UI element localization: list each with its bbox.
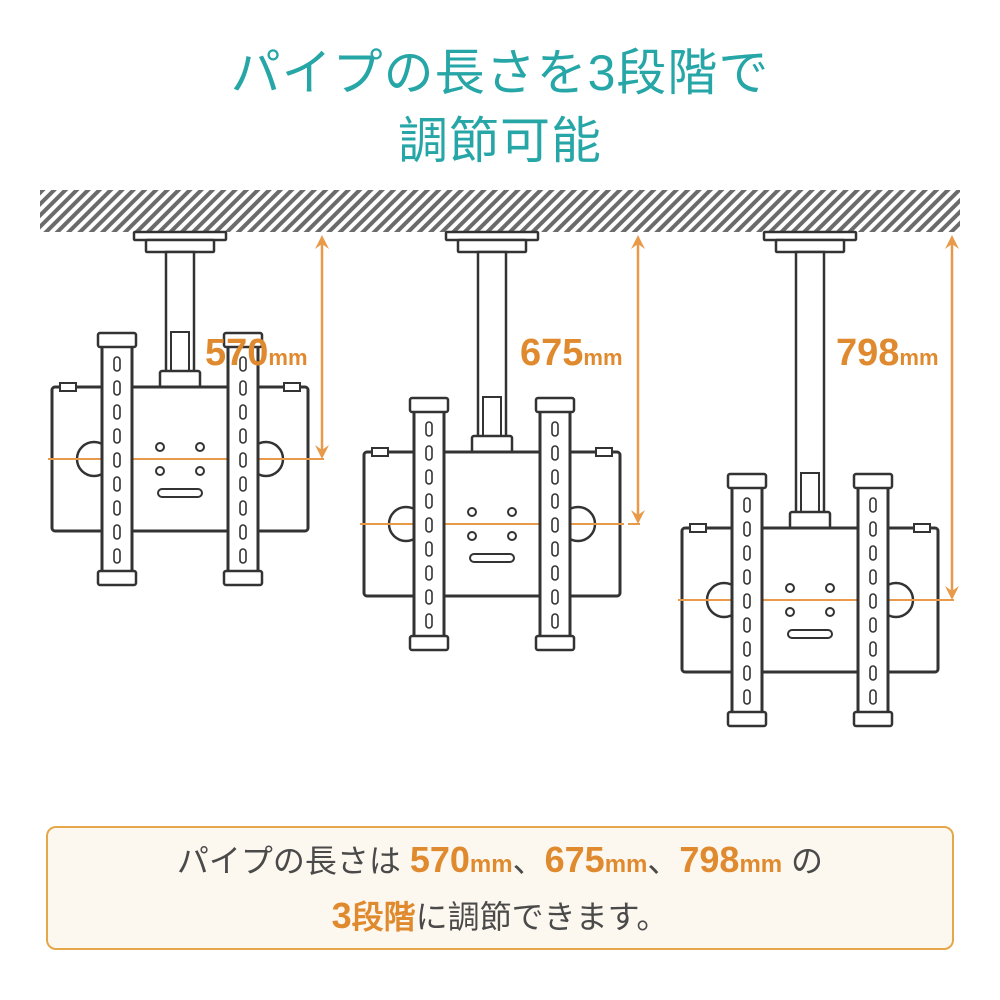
summary-row-2: 3段階に調節できます。 — [332, 888, 669, 944]
measure-label: 798mm — [836, 332, 939, 375]
measure-value: 675 — [520, 332, 583, 374]
text: パイプの長さは — [177, 843, 410, 879]
diagram-area: 570mm675mm798mm — [40, 190, 960, 790]
title-line-1: パイプの長さを3段階で — [0, 40, 1000, 108]
title-line-2: 調節可能 — [0, 108, 1000, 176]
text: の — [782, 843, 823, 879]
measure-unit: mm — [899, 345, 938, 370]
text: に調節できます。 — [416, 899, 669, 935]
length-value: 570 — [410, 839, 470, 880]
measure-unit: mm — [268, 345, 307, 370]
length-value: 675 — [545, 839, 605, 880]
summary-box: パイプの長さは 570mm、675mm、798mm の 3段階に調節できます。 — [46, 826, 954, 950]
stage-word: 段階 — [352, 899, 416, 935]
measure-value: 570 — [205, 332, 268, 374]
length-unit: mm — [470, 851, 513, 878]
mounts-illustration — [40, 190, 960, 790]
measure-unit: mm — [583, 345, 622, 370]
measure-label: 570mm — [205, 332, 308, 375]
length-unit: mm — [605, 851, 648, 878]
separator: 、 — [647, 843, 679, 879]
measure-label: 675mm — [520, 332, 623, 375]
separator: 、 — [513, 843, 545, 879]
summary-row-1: パイプの長さは 570mm、675mm、798mm の — [177, 832, 823, 888]
measure-value: 798 — [836, 332, 899, 374]
length-unit: mm — [739, 851, 782, 878]
page-title: パイプの長さを3段階で 調節可能 — [0, 0, 1000, 175]
stage-count: 3 — [332, 895, 352, 936]
length-value: 798 — [679, 839, 739, 880]
